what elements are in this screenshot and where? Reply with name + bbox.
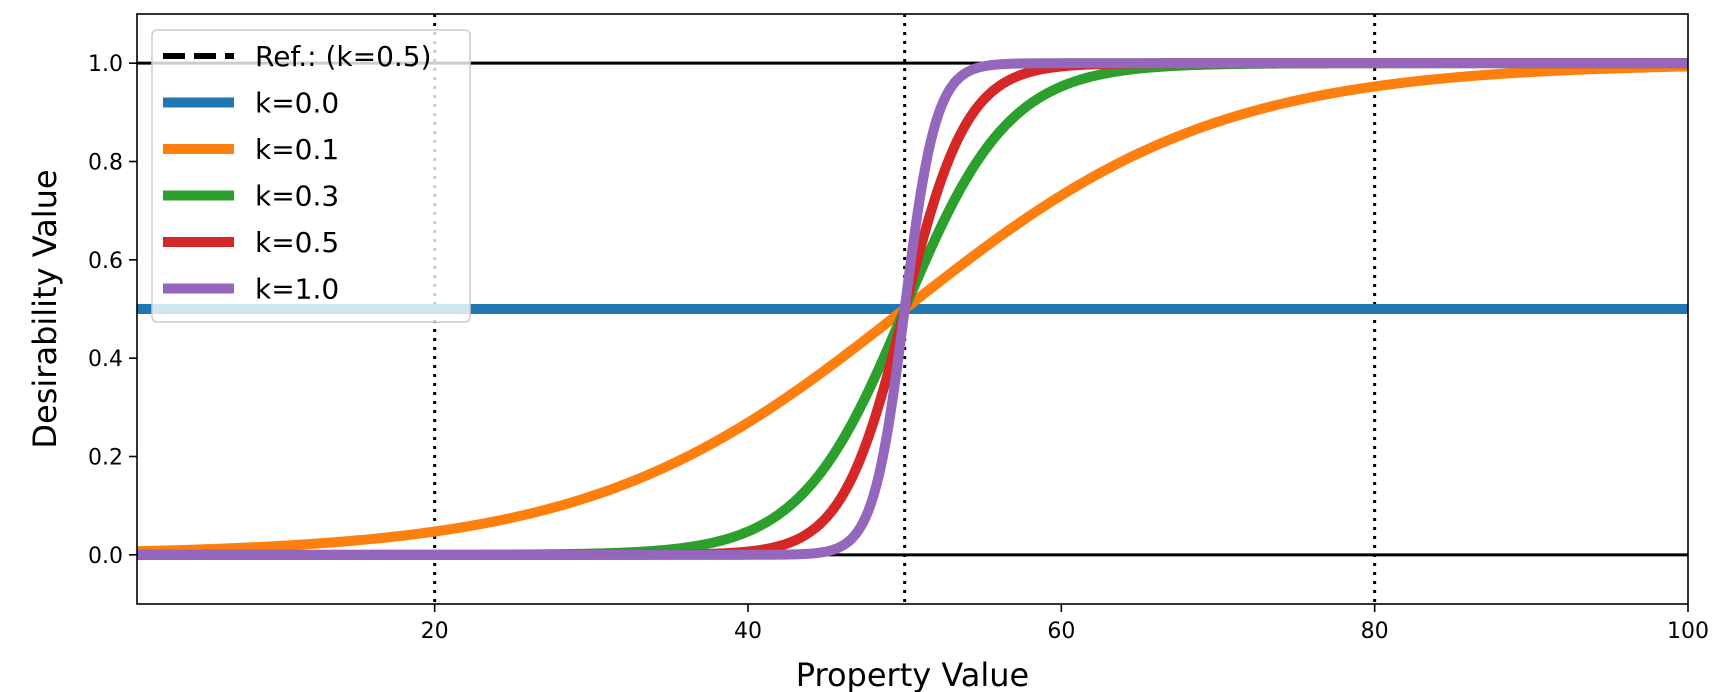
- x-axis-ticks: 20 40 60 80 100: [421, 604, 1709, 644]
- legend-entry: k=0.0: [255, 87, 339, 120]
- y-tick-label: 1.0: [88, 52, 123, 77]
- x-tick-label: 60: [1047, 619, 1075, 644]
- legend-entry: k=1.0: [255, 273, 339, 306]
- y-tick-label: 0.2: [88, 446, 123, 471]
- y-tick-label: 0.6: [88, 249, 123, 274]
- legend-entry: Ref.: (k=0.5): [255, 40, 432, 73]
- legend: Ref.: (k=0.5) k=0.0 k=0.1 k=0.3 k=0.5 k=1.0: [151, 29, 471, 323]
- legend-entry: k=0.5: [255, 226, 339, 259]
- series-line-k-1-0: [137, 58, 1688, 560]
- y-axis-ticks: 0.0 0.2 0.4 0.6 0.8 1.0: [88, 52, 137, 569]
- x-tick-label: 100: [1667, 619, 1709, 644]
- y-tick-label: 0.0: [88, 544, 123, 569]
- legend-entry: k=0.3: [255, 180, 339, 213]
- y-axis-label: Desirability Value: [26, 169, 64, 448]
- x-tick-label: 20: [421, 619, 449, 644]
- axes-frame: [136, 13, 1689, 605]
- legend-entry: k=0.1: [255, 133, 339, 166]
- x-tick-label: 40: [734, 619, 762, 644]
- x-axis-label: Property Value: [796, 656, 1029, 692]
- y-tick-label: 0.4: [88, 347, 123, 372]
- x-tick-label: 80: [1361, 619, 1389, 644]
- y-tick-label: 0.8: [88, 151, 123, 176]
